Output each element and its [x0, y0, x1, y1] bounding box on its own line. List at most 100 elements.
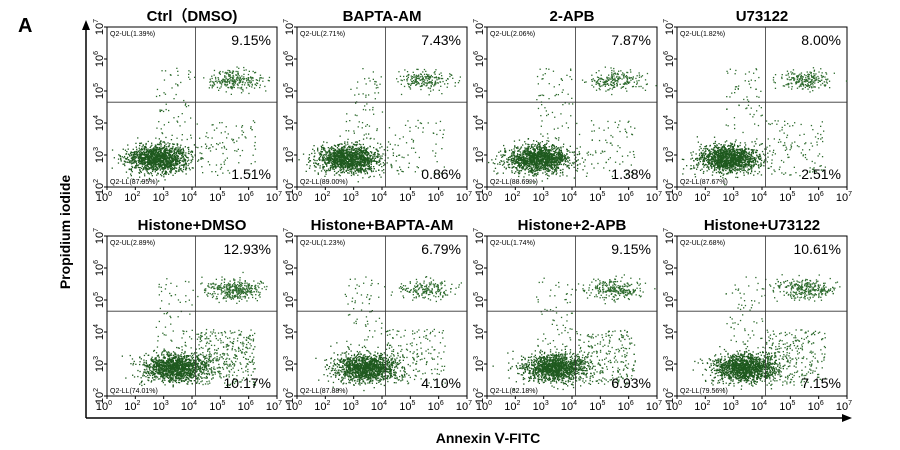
y-tick-label: 103 — [283, 356, 296, 372]
x-tick-label: 106 — [428, 191, 444, 204]
y-tick-label: 106 — [663, 260, 676, 276]
x-tick-label: 102 — [314, 191, 330, 204]
y-tick-label: 106 — [473, 260, 486, 276]
x-tick-label: 104 — [751, 400, 767, 413]
quadrant-lr-percent: 7.15% — [801, 375, 841, 391]
x-tick-label: 104 — [371, 191, 387, 204]
scatter-points — [111, 66, 271, 183]
quadrant-ur-percent: 8.00% — [801, 32, 841, 48]
y-tick-label: 106 — [283, 51, 296, 67]
quadrant-ur-percent: 10.61% — [794, 241, 841, 257]
quadrant-lr-percent: 4.10% — [421, 375, 461, 391]
y-axis-title: Propidium iodide — [57, 175, 73, 290]
quadrant-lr-percent: 1.38% — [611, 166, 651, 182]
quadrant-lr-percent: 1.51% — [231, 166, 271, 182]
scatter-panel: Histone+2-APB Q2-UL(1.74%) Q2-LL(82.18%) 9.… — [473, 217, 662, 413]
quadrant-ur-percent: 12.93% — [224, 241, 271, 257]
scatter-points — [488, 66, 657, 184]
quadrant-ul-label: Q2-UL(1.74%) — [490, 240, 535, 247]
y-tick-label: 106 — [473, 51, 486, 67]
quadrant-ll-label: Q2-LL(79.56%) — [680, 388, 728, 395]
x-tick-label: 107 — [646, 191, 662, 204]
y-tick-label: 107 — [93, 19, 106, 35]
y-tick-label: 107 — [663, 19, 676, 35]
y-tick-label: 102 — [663, 179, 676, 195]
scatter-panel: Ctrl（DMSO) Q2-UL(1.39%) Q2-LL(87.95%) 9.15%… — [93, 7, 282, 204]
y-tick-label: 105 — [93, 83, 106, 99]
x-tick-label: 105 — [589, 400, 605, 413]
y-axis-arrowhead — [82, 20, 90, 30]
panel-title: Histone+2-APB — [518, 217, 627, 234]
y-tick-label: 107 — [473, 19, 486, 35]
y-tick-label: 107 — [283, 228, 296, 244]
y-tick-label: 103 — [93, 147, 106, 163]
x-tick-label: 100 — [96, 400, 112, 413]
y-tick-label: 103 — [663, 147, 676, 163]
x-tick-label: 102 — [124, 191, 140, 204]
x-tick-label: 102 — [504, 400, 520, 413]
x-tick-label: 105 — [399, 191, 415, 204]
quadrant-lr-percent: 6.93% — [611, 375, 651, 391]
y-tick-label: 102 — [93, 179, 106, 195]
panel-title: Histone+U73122 — [704, 217, 820, 234]
x-tick-label: 105 — [589, 191, 605, 204]
y-tick-label: 103 — [473, 147, 486, 163]
quadrant-lr-percent: 2.51% — [801, 166, 841, 182]
x-tick-label: 107 — [456, 191, 472, 204]
y-tick-label: 102 — [663, 388, 676, 404]
panel-title: Histone+DMSO — [138, 217, 247, 234]
y-tick-label: 102 — [473, 179, 486, 195]
x-tick-label: 104 — [751, 191, 767, 204]
x-tick-label: 104 — [561, 191, 577, 204]
y-tick-label: 104 — [663, 324, 676, 340]
plot-frame — [296, 26, 468, 188]
x-tick-label: 103 — [153, 400, 169, 413]
x-tick-label: 107 — [836, 191, 852, 204]
panel-title: Histone+BAPTA-AM — [311, 217, 454, 234]
panel-title: Ctrl（DMSO) — [147, 7, 238, 25]
x-tick-label: 104 — [181, 191, 197, 204]
x-tick-label: 105 — [779, 191, 795, 204]
y-tick-label: 106 — [663, 51, 676, 67]
quadrant-ll-label: Q2-LL(82.18%) — [490, 388, 538, 395]
x-tick-label: 106 — [238, 400, 254, 413]
y-tick-label: 104 — [283, 115, 296, 131]
x-tick-label: 104 — [371, 400, 387, 413]
y-tick-label: 106 — [93, 51, 106, 67]
scatter-points — [681, 67, 848, 186]
x-tick-label: 100 — [476, 191, 492, 204]
x-tick-label: 106 — [238, 191, 254, 204]
scatter-panel: Histone+DMSO Q2-UL(2.89%) Q2-LL(74.01%) 12.… — [93, 217, 282, 413]
x-tick-label: 107 — [266, 191, 282, 204]
quadrant-ur-percent: 9.15% — [611, 241, 651, 257]
y-tick-label: 103 — [283, 147, 296, 163]
quadrant-ur-percent: 7.87% — [611, 32, 651, 48]
quadrant-lr-percent: 10.17% — [224, 375, 271, 391]
panel-title: BAPTA-AM — [343, 8, 422, 25]
y-tick-label: 105 — [93, 292, 106, 308]
quadrant-ll-label: Q2-LL(88.69%) — [490, 179, 538, 186]
x-tick-label: 106 — [808, 400, 824, 413]
quadrant-ul-label: Q2-UL(1.82%) — [680, 31, 725, 38]
y-tick-label: 102 — [283, 179, 296, 195]
x-tick-label: 103 — [723, 400, 739, 413]
y-tick-label: 104 — [473, 324, 486, 340]
x-tick-label: 102 — [504, 191, 520, 204]
x-tick-label: 102 — [694, 191, 710, 204]
x-tick-label: 100 — [286, 400, 302, 413]
y-tick-label: 105 — [663, 83, 676, 99]
quadrant-ul-label: Q2-UL(2.06%) — [490, 31, 535, 38]
x-tick-label: 103 — [533, 400, 549, 413]
scatter-points — [121, 271, 268, 388]
y-tick-label: 105 — [663, 292, 676, 308]
y-tick-label: 106 — [93, 260, 106, 276]
x-tick-label: 106 — [618, 400, 634, 413]
scatter-points — [298, 68, 461, 183]
x-tick-label: 100 — [286, 191, 302, 204]
quadrant-ul-label: Q2-UL(2.71%) — [300, 31, 345, 38]
y-tick-label: 106 — [283, 260, 296, 276]
x-tick-label: 107 — [266, 400, 282, 413]
quadrant-ll-label: Q2-LL(87.88%) — [300, 388, 348, 395]
x-tick-label: 106 — [808, 191, 824, 204]
